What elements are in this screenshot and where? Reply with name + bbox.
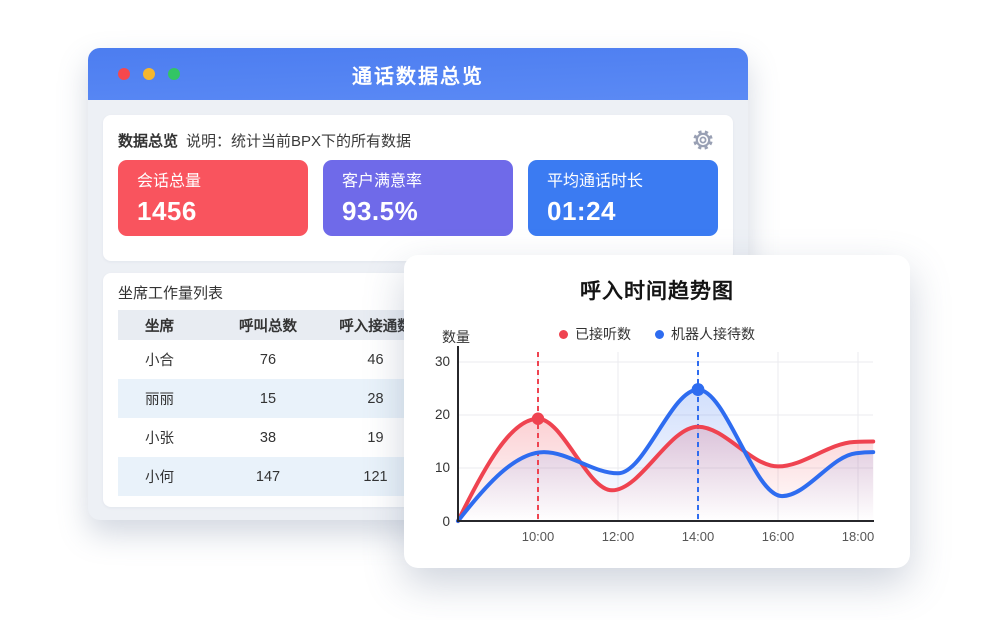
stat-label: 会话总量	[137, 173, 202, 190]
overview-note: 说明：统计当前BPX下的所有数据	[186, 133, 412, 150]
series-area-robot	[458, 389, 874, 521]
column-header-calls: 呼叫总数	[239, 318, 297, 335]
zoom-button[interactable]	[168, 68, 180, 80]
close-button[interactable]	[118, 68, 130, 80]
stat-value: 93.5%	[342, 196, 419, 226]
legend-dot	[655, 329, 664, 339]
y-tick-label: 20	[435, 407, 450, 422]
stat-value: 1456	[137, 196, 197, 226]
legend-item-answered[interactable]: 已接听数	[559, 324, 631, 344]
overview-card: 数据总览 说明：统计当前BPX下的所有数据 会话总量 1456 客户满意率 93.…	[103, 115, 733, 261]
table-cell: 15	[259, 390, 277, 407]
chart-legend: 已接听数 机器人接待数	[404, 324, 910, 344]
x-tick-label: 12:00	[602, 529, 635, 544]
table-cell: 147	[255, 468, 281, 485]
overview-title: 数据总览	[118, 133, 179, 150]
chart-card: 呼入时间趋势图 已接听数 机器人接待数	[404, 255, 910, 568]
table-cell: 丽丽	[145, 392, 174, 408]
x-tick-label: 10:00	[522, 529, 555, 544]
column-header-answered: 呼入接通数	[339, 318, 412, 335]
legend-item-robot[interactable]: 机器人接待数	[655, 324, 755, 344]
table-cell: 46	[367, 351, 384, 368]
y-tick-label: 0	[442, 514, 450, 529]
table-cell: 121	[363, 468, 388, 485]
chart-title: 呼入时间趋势图	[580, 280, 734, 303]
x-tick-label: 14:00	[682, 529, 715, 544]
table-cell: 28	[367, 390, 384, 407]
settings-button[interactable]	[689, 126, 717, 154]
table-cell: 19	[367, 429, 384, 446]
legend-label: 已接听数	[575, 326, 631, 342]
stat-card: 会话总量 1456	[118, 160, 308, 236]
main-window: 通话数据总览 数据总览 说明：统计当前BPX下的所有数据 会话总量 1456	[88, 48, 748, 520]
axes	[457, 346, 874, 522]
stat-label: 平均通话时长	[547, 173, 644, 190]
x-tick-labels: 10:00 12:00 14:00 16:00 18:00	[522, 529, 875, 544]
table-cell: 小合	[145, 353, 174, 369]
y-axis-title: 数量	[442, 329, 470, 345]
y-tick-label: 10	[435, 460, 450, 475]
minimize-button[interactable]	[143, 68, 155, 80]
window-title: 通话数据总览	[352, 65, 484, 88]
x-tick-label: 18:00	[842, 529, 875, 544]
gear-icon	[693, 130, 713, 150]
y-tick-labels: 30 20 10 0	[435, 354, 450, 529]
table-cell: 小何	[145, 470, 174, 486]
table-cell: 38	[259, 429, 277, 446]
trend-chart: 数量 30 20 10 0 10:00 12:00 14:00 16:00 18…	[435, 329, 876, 544]
stat-value: 01:24	[547, 196, 616, 226]
window-titlebar[interactable]: 通话数据总览	[88, 48, 748, 100]
data-point-answered[interactable]	[531, 412, 545, 425]
stat-card: 平均通话时长 01:24	[528, 160, 718, 236]
traffic-lights	[118, 68, 180, 80]
table-cell: 76	[259, 351, 277, 368]
y-tick-label: 30	[435, 354, 450, 369]
x-tick-label: 16:00	[762, 529, 795, 544]
stat-card: 客户满意率 93.5%	[323, 160, 513, 236]
column-header-agent: 坐席	[145, 318, 174, 335]
legend-dot	[559, 329, 568, 339]
stat-cards: 会话总量 1456 客户满意率 93.5% 平均通话时长 01:24	[118, 160, 718, 236]
legend-label: 机器人接待数	[671, 326, 755, 342]
stat-label: 客户满意率	[342, 173, 423, 190]
overview-header: 数据总览 说明：统计当前BPX下的所有数据	[118, 130, 411, 151]
worklist-title: 坐席工作量列表	[118, 285, 224, 302]
table-cell: 小张	[145, 431, 174, 447]
data-point-robot[interactable]	[691, 383, 705, 396]
